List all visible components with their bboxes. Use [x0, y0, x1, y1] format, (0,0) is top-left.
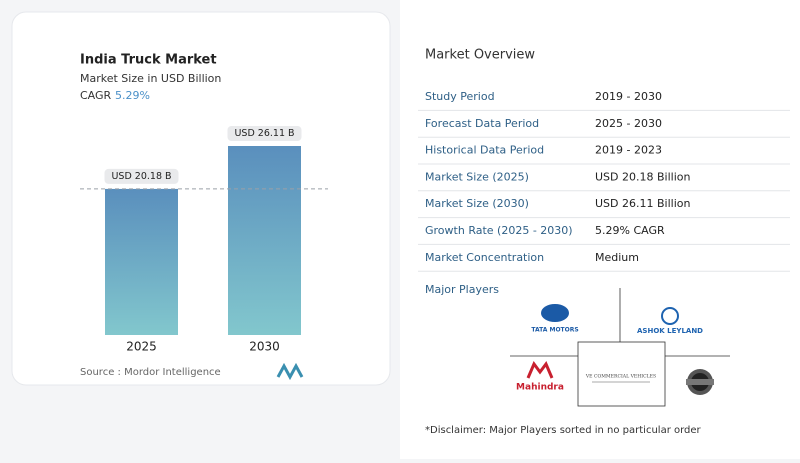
row-label: Historical Data Period	[425, 144, 544, 157]
disclaimer: *Disclaimer: Major Players sorted in no …	[425, 425, 702, 436]
x-tick-label: 2025	[126, 340, 157, 354]
cagr-label: CAGR	[80, 89, 112, 102]
row-label: Market Size (2025)	[425, 170, 529, 183]
chart-card	[11, 11, 391, 386]
value-label: USD 20.18 B	[111, 171, 171, 182]
tata-logo: TATA MOTORS	[531, 304, 579, 334]
row-value: 5.29% CAGR	[595, 224, 665, 237]
source-logo	[276, 362, 304, 381]
chart-subtitle: Market Size in USD Billion	[80, 72, 221, 85]
chart-title: India Truck Market	[80, 53, 217, 68]
row-label: Forecast Data Period	[425, 117, 539, 130]
source: Source : Mordor Intelligence	[80, 367, 221, 378]
row-label: Study Period	[425, 90, 495, 103]
player: Mahindra	[516, 383, 564, 393]
bar	[105, 188, 178, 335]
players-title: Major Players	[425, 283, 499, 296]
x-tick-label: 2030	[249, 340, 280, 354]
players-grid	[510, 288, 730, 407]
cagr-value: 5.29%	[115, 89, 150, 102]
row-value: USD 20.18 Billion	[595, 170, 690, 183]
bar	[228, 146, 301, 335]
row-value: 2019 - 2023	[595, 144, 662, 157]
row-value: 2019 - 2030	[595, 90, 662, 103]
row-label: Market Size (2030)	[425, 197, 529, 210]
row-value: 2025 - 2030	[595, 117, 662, 130]
row-value: USD 26.11 Billion	[595, 197, 690, 210]
overview-title: Market Overview	[425, 48, 535, 63]
ve-logo: VE COMMERCIAL VEHICLES	[585, 374, 656, 383]
value-label-box	[104, 168, 179, 184]
value-label-box	[227, 126, 302, 141]
player: VE COMMERCIAL VEHICLES	[585, 374, 656, 380]
nissan-logo	[686, 369, 714, 395]
row-label: Growth Rate (2025 - 2030)	[425, 224, 573, 237]
row-value: Medium	[595, 251, 639, 264]
player: ASHOK LEYLAND	[637, 327, 703, 335]
player: TATA MOTORS	[531, 327, 578, 334]
mahindra-logo: Mahindra	[516, 361, 564, 393]
value-label: USD 26.11 B	[234, 128, 294, 139]
row-label: Market Concentration	[425, 251, 544, 264]
ashok-logo: ASHOK LEYLAND	[637, 307, 703, 335]
